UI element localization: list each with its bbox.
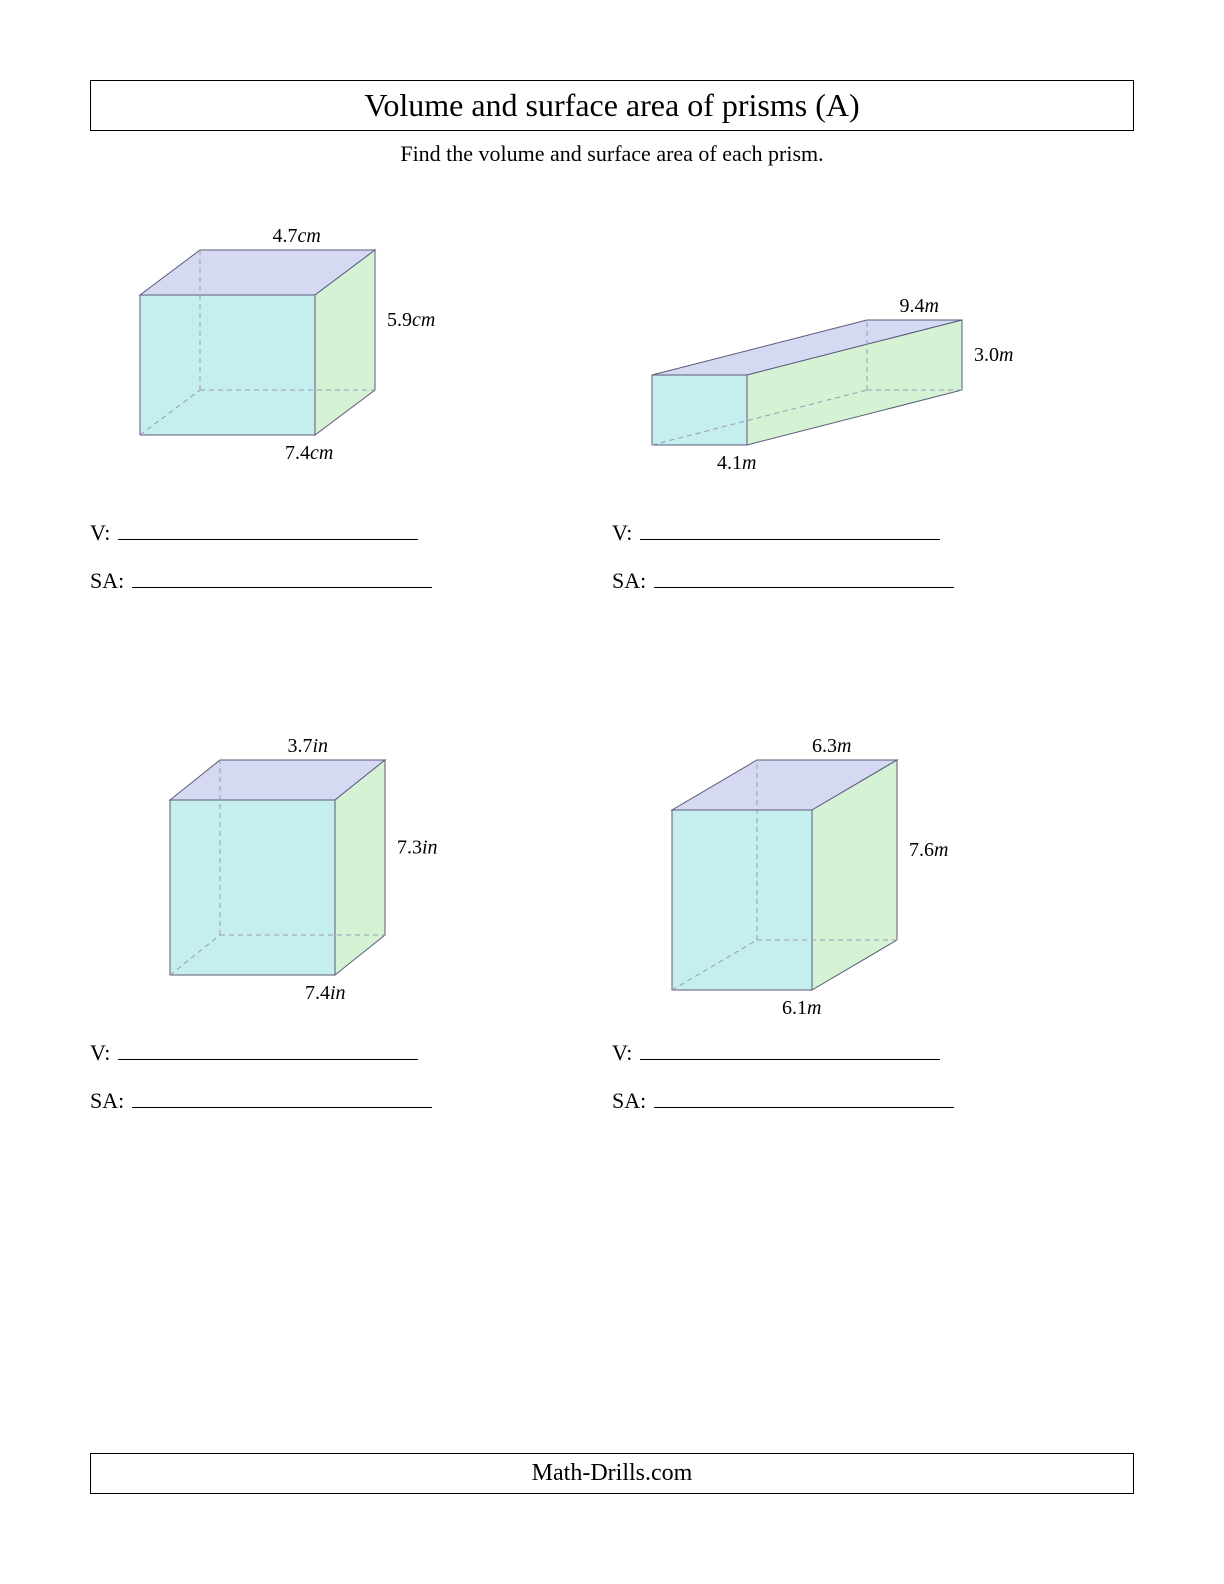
worksheet-subtitle: Find the volume and surface area of each…: [90, 141, 1134, 167]
title-text: Volume and surface area of prisms (A): [364, 87, 859, 123]
problem-cell: 6.3m 7.6m 6.1m V: SA:: [612, 750, 1134, 1150]
sa-label: SA:: [90, 1088, 124, 1113]
width-label: 7.4in: [305, 982, 346, 1004]
sa-label: SA:: [612, 1088, 646, 1113]
problem-cell: 3.7in 7.3in 7.4in V: SA:: [90, 750, 612, 1150]
answer-blank[interactable]: [654, 587, 954, 588]
v-label: V:: [90, 520, 110, 545]
answer-blank[interactable]: [118, 1059, 418, 1060]
prism-wrap: 9.4m 3.0m 4.1m: [612, 230, 1134, 510]
subtitle-text: Find the volume and surface area of each…: [400, 141, 823, 166]
sa-label: SA:: [612, 568, 646, 593]
width-label: 6.1m: [782, 997, 821, 1019]
answer-blank[interactable]: [640, 539, 940, 540]
problem-row: 3.7in 7.3in 7.4in V: SA: 6.3m 7.6m 6.1m …: [90, 750, 1134, 1150]
v-label: V:: [612, 1040, 632, 1065]
depth-label: 9.4m: [900, 295, 939, 317]
prism-diagram: 9.4m 3.0m 4.1m: [612, 230, 1132, 510]
surface-area-answer: SA:: [90, 568, 612, 594]
height-label: 7.6m: [909, 839, 948, 861]
prism-diagram: 4.7cm 5.9cm 7.4cm: [90, 230, 610, 510]
height-label: 7.3in: [397, 837, 438, 859]
surface-area-answer: SA:: [612, 1088, 1134, 1114]
prism-wrap: 3.7in 7.3in 7.4in: [90, 750, 612, 1030]
answer-blank[interactable]: [654, 1107, 954, 1108]
answer-blank[interactable]: [132, 1107, 432, 1108]
problem-cell: 9.4m 3.0m 4.1m V: SA:: [612, 230, 1134, 630]
depth-label: 6.3m: [812, 735, 851, 757]
sa-label: SA:: [90, 568, 124, 593]
depth-label: 3.7in: [288, 735, 329, 757]
height-label: 5.9cm: [387, 309, 435, 331]
volume-answer: V:: [612, 1040, 1134, 1066]
problem-row: 4.7cm 5.9cm 7.4cm V: SA: 9.4m 3.0m 4.1m …: [90, 230, 1134, 630]
v-label: V:: [90, 1040, 110, 1065]
volume-answer: V:: [90, 520, 612, 546]
problem-grid: 4.7cm 5.9cm 7.4cm V: SA: 9.4m 3.0m 4.1m …: [90, 230, 1134, 1270]
volume-answer: V:: [90, 1040, 612, 1066]
worksheet-footer: Math-Drills.com: [90, 1453, 1134, 1494]
prism-wrap: 6.3m 7.6m 6.1m: [612, 750, 1134, 1030]
surface-area-answer: SA:: [612, 568, 1134, 594]
v-label: V:: [612, 520, 632, 545]
width-label: 4.1m: [717, 452, 756, 474]
answer-blank[interactable]: [132, 587, 432, 588]
depth-label: 4.7cm: [273, 225, 321, 247]
worksheet-title: Volume and surface area of prisms (A): [90, 80, 1134, 131]
width-label: 7.4cm: [285, 442, 333, 464]
prism-diagram: 3.7in 7.3in 7.4in: [90, 750, 610, 1030]
height-label: 3.0m: [974, 344, 1013, 366]
volume-answer: V:: [612, 520, 1134, 546]
answer-blank[interactable]: [118, 539, 418, 540]
footer-text: Math-Drills.com: [532, 1460, 693, 1486]
problem-cell: 4.7cm 5.9cm 7.4cm V: SA:: [90, 230, 612, 630]
prism-diagram: 6.3m 7.6m 6.1m: [612, 750, 1132, 1030]
surface-area-answer: SA:: [90, 1088, 612, 1114]
answer-blank[interactable]: [640, 1059, 940, 1060]
prism-wrap: 4.7cm 5.9cm 7.4cm: [90, 230, 612, 510]
